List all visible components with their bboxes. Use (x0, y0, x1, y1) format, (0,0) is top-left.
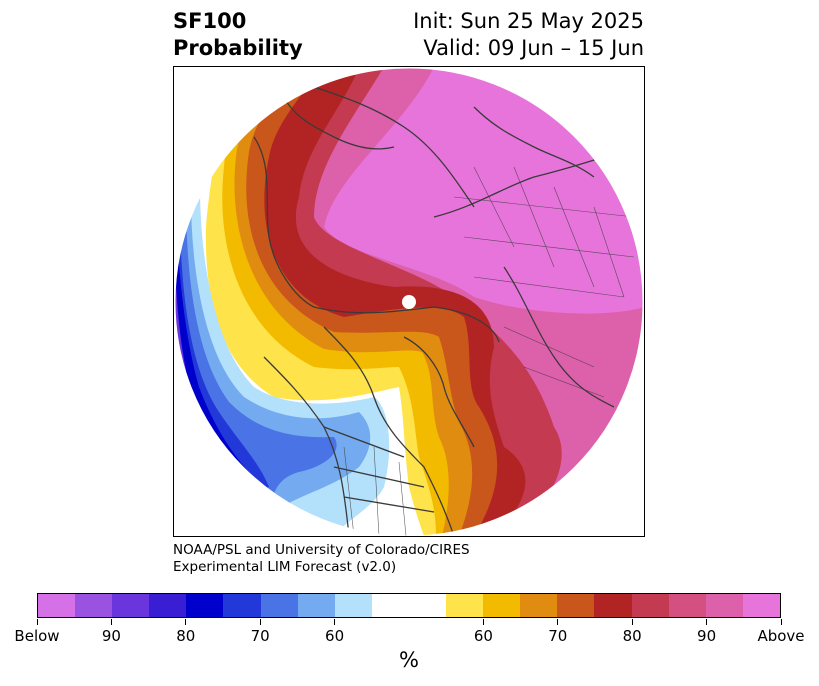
colorbar-tick-label: 60 (325, 627, 345, 645)
colorbar-segment (557, 594, 595, 617)
colorbar-tick (557, 619, 559, 625)
colorbar-tick (185, 619, 187, 625)
title-block: SF100 Probability (173, 8, 303, 62)
colorbar-segment (446, 594, 484, 617)
colorbar-tick (706, 619, 708, 625)
valid-date: Valid: 09 Jun – 15 Jun (423, 36, 644, 60)
colorbar-tick-label: 70 (548, 627, 568, 645)
colorbar-tick (334, 619, 336, 625)
credit-line-1: NOAA/PSL and University of Colorado/CIRE… (173, 542, 470, 558)
colorbar (37, 593, 781, 618)
colorbar-tick-label: 90 (101, 627, 121, 645)
colorbar-segment (594, 594, 632, 617)
probability-map (174, 67, 644, 536)
colorbar-segment (668, 594, 706, 617)
map-panel (173, 66, 645, 537)
colorbar-tick (110, 619, 112, 625)
colorbar-tick-label: 80 (176, 627, 196, 645)
colorbar-segment (38, 594, 76, 617)
init-date: Init: Sun 25 May 2025 (413, 9, 644, 33)
colorbar-tick-label: Above (757, 627, 805, 645)
colorbar-tick (36, 619, 38, 625)
colorbar-segment (483, 594, 521, 617)
colorbar-segment (75, 594, 113, 617)
colorbar-tick (631, 619, 633, 625)
colorbar-segment (631, 594, 669, 617)
colorbar-tick-label: Below (14, 627, 60, 645)
title-line-2: Probability (173, 36, 303, 60)
credit-block: NOAA/PSL and University of Colorado/CIRE… (173, 542, 470, 576)
colorbar-segment (112, 594, 150, 617)
colorbar-tick-label: 80 (622, 627, 642, 645)
colorbar-segment (371, 594, 409, 617)
colorbar-segment (260, 594, 298, 617)
colorbar-segment (297, 594, 335, 617)
colorbar-unit: % (399, 648, 419, 672)
colorbar-segment (223, 594, 261, 617)
colorbar-segment (705, 594, 743, 617)
colorbar-segment (520, 594, 558, 617)
date-block: Init: Sun 25 May 2025 Valid: 09 Jun – 15… (413, 8, 644, 62)
credit-line-2: Experimental LIM Forecast (v2.0) (173, 559, 397, 575)
title-line-1: SF100 (173, 9, 247, 33)
colorbar-tick (259, 619, 261, 625)
colorbar-segment (149, 594, 187, 617)
colorbar-tick (482, 619, 484, 625)
colorbar-tick-label: 90 (697, 627, 717, 645)
colorbar-tick-label: 60 (473, 627, 493, 645)
colorbar-segment (408, 594, 447, 617)
colorbar-segment (742, 594, 780, 617)
pole-marker (402, 295, 416, 309)
colorbar-tick (780, 619, 782, 625)
colorbar-segment (334, 594, 372, 617)
borders (343, 166, 635, 536)
colorbar-segment (186, 594, 224, 617)
colorbar-tick-label: 70 (250, 627, 270, 645)
